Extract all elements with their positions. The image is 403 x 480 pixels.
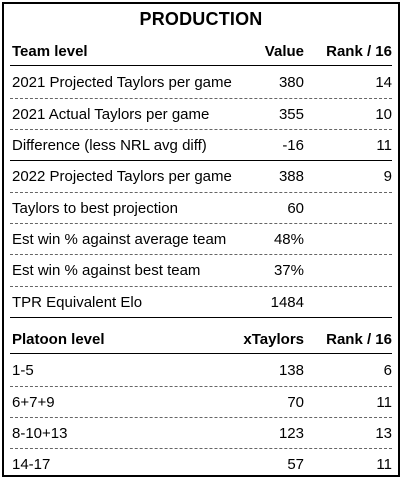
- table-row: 2022 Projected Taylors per game 388 9: [12, 161, 392, 192]
- row-value: 123: [278, 425, 304, 442]
- platoon-header-divider: [10, 353, 392, 354]
- team-header-divider: [10, 65, 392, 66]
- team-header-value: Value: [264, 43, 304, 60]
- row-value: 138: [278, 362, 304, 379]
- section-divider: [10, 160, 392, 161]
- row-value: 60: [287, 200, 304, 217]
- row-divider: [10, 286, 392, 287]
- row-rank: 6: [383, 362, 392, 379]
- row-value: 380: [278, 74, 304, 91]
- row-divider: [10, 386, 392, 387]
- platoon-header-label: Platoon level: [12, 331, 105, 348]
- row-label: 1-5: [12, 362, 34, 379]
- row-divider: [10, 192, 392, 193]
- row-divider: [10, 417, 392, 418]
- table-row: TPR Equivalent Elo 1484: [12, 287, 392, 318]
- row-rank: 9: [383, 168, 392, 185]
- row-label: TPR Equivalent Elo: [12, 294, 143, 311]
- table-row: Est win % against best team 37%: [12, 255, 392, 286]
- row-value: 70: [287, 394, 304, 411]
- row-rank: 11: [376, 456, 392, 473]
- row-label: Est win % against best team: [12, 262, 201, 279]
- row-rank: 13: [375, 425, 392, 442]
- row-value: -16: [282, 137, 304, 154]
- row-divider: [10, 223, 392, 224]
- row-rank: 11: [376, 394, 392, 411]
- table-row: 8-10+13 123 13: [12, 418, 392, 449]
- row-label: 8-10+13: [12, 425, 68, 442]
- table-row: 1-5 138 6: [12, 355, 392, 386]
- production-table: PRODUCTION Team level Value Rank / 16 20…: [2, 2, 400, 477]
- row-divider: [10, 129, 392, 130]
- section-divider: [10, 317, 392, 318]
- row-value: 48%: [273, 231, 304, 248]
- row-rank: 10: [375, 106, 392, 123]
- row-rank: 14: [375, 74, 392, 91]
- table-row: Taylors to best projection 60: [12, 193, 392, 224]
- table-row: Est win % against average team 48%: [12, 224, 392, 255]
- team-header-label: Team level: [12, 43, 88, 60]
- table-row: 2021 Actual Taylors per game 355 10: [12, 99, 392, 130]
- row-label: 2021 Actual Taylors per game: [12, 106, 210, 123]
- row-value: 57: [287, 456, 304, 473]
- row-rank: 11: [376, 137, 392, 154]
- table-row: 6+7+9 70 11: [12, 387, 392, 418]
- row-value: 388: [278, 168, 304, 185]
- row-value: 37%: [273, 262, 304, 279]
- row-label: 14-17: [12, 456, 51, 473]
- row-label: 2021 Projected Taylors per game: [12, 74, 232, 91]
- row-label: Est win % against average team: [12, 231, 227, 248]
- table-row: 14-17 57 11: [12, 449, 392, 480]
- row-label: 2022 Projected Taylors per game: [12, 168, 232, 185]
- row-label: Difference (less NRL avg diff): [12, 137, 207, 154]
- platoon-header-rank: Rank / 16: [326, 331, 392, 348]
- platoon-header-row: Platoon level xTaylors Rank / 16: [12, 329, 392, 351]
- table-row: 2021 Projected Taylors per game 380 14: [12, 67, 392, 98]
- row-divider: [10, 448, 392, 449]
- row-value: 1484: [270, 294, 304, 311]
- platoon-header-value: xTaylors: [243, 331, 304, 348]
- table-row: Difference (less NRL avg diff) -16 11: [12, 130, 392, 161]
- row-label: 6+7+9: [12, 394, 55, 411]
- row-value: 355: [278, 106, 304, 123]
- row-divider: [10, 98, 392, 99]
- row-divider: [10, 254, 392, 255]
- table-title: PRODUCTION: [139, 9, 263, 29]
- row-label: Taylors to best projection: [12, 200, 178, 217]
- team-header-rank: Rank / 16: [326, 43, 392, 60]
- team-header-row: Team level Value Rank / 16: [12, 41, 392, 63]
